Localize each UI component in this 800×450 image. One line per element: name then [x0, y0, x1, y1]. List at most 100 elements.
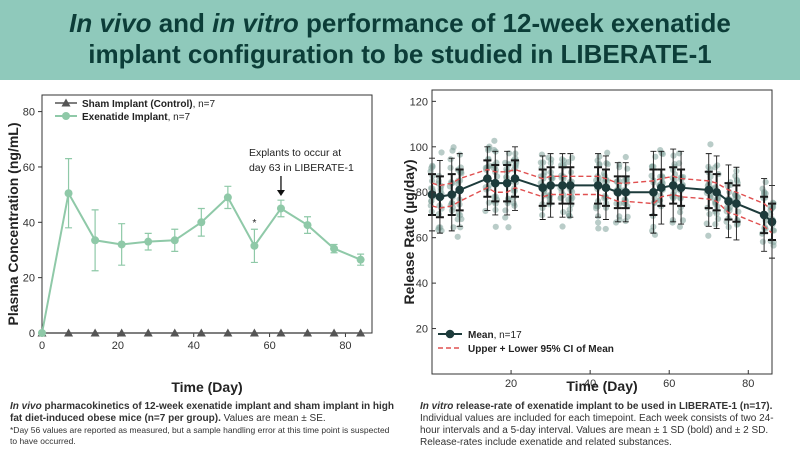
individual-point [492, 223, 499, 230]
individual-point [450, 224, 457, 231]
plot-frame [41, 94, 373, 334]
mean-point [601, 183, 611, 192]
mean-point [455, 185, 464, 195]
exenatide-point [330, 244, 339, 253]
exenatide-point [223, 193, 232, 202]
x-tick-label: 40 [188, 340, 200, 352]
ci-upper-line [431, 168, 773, 211]
legend-mean-label: Mean, n=17 [468, 330, 522, 341]
y-tick-label: 60 [416, 233, 428, 245]
mean-point [676, 183, 686, 192]
in-vivo-pk-chart: 0 20 40 60 80 0 20 40 60 80 Time (Day) Plasma Conce… [5, 94, 373, 395]
individual-point [602, 225, 609, 233]
title-in-vitro: in vitro [212, 8, 299, 38]
y-tick-label: 100 [410, 142, 428, 154]
mean-point [483, 174, 492, 183]
y-tick-label: 80 [23, 107, 35, 119]
mean-point [447, 190, 457, 199]
individual-point [651, 231, 659, 238]
exenatide-point [356, 255, 365, 264]
sham-point [64, 328, 74, 337]
mean-point [704, 185, 714, 195]
individual-point [712, 221, 719, 228]
annotation-explant-line1: Explants to occur at [249, 147, 341, 159]
individual-point [449, 147, 456, 154]
sham-point [303, 328, 313, 337]
individual-point [714, 215, 722, 223]
individual-point [458, 215, 465, 223]
title-banner: In vivo and in vitro performance of 12-w… [0, 0, 800, 80]
mean-point [759, 210, 769, 220]
caption-in-vivo-italic: In vivo [10, 401, 42, 412]
exenatide-point [276, 204, 285, 213]
individual-point [438, 149, 445, 156]
mean-point [435, 192, 445, 202]
x-tick-label: 40 [584, 378, 596, 390]
individual-point [502, 214, 509, 221]
legend-sham-marker [61, 98, 71, 107]
legend-exenatide-n: , n=7 [168, 112, 191, 123]
mean-point [593, 181, 603, 190]
sham-point [90, 328, 100, 337]
caption-in-vitro-bold: release-rate of exenatide implant to be … [453, 401, 773, 412]
exenatide-point [38, 329, 46, 337]
annotation-explant-line2: day 63 in LIBERATE-1 [249, 162, 354, 174]
y-tick-label: 0 [29, 328, 35, 340]
x-tick-label: 20 [112, 340, 124, 352]
individual-point [712, 164, 719, 171]
mean-point [621, 187, 631, 197]
x-tick-label: 80 [339, 340, 351, 352]
individual-point [566, 206, 573, 213]
legend-exenatide-name: Exenatide Implant [82, 112, 168, 123]
individual-point [676, 209, 684, 216]
individual-point [502, 207, 509, 214]
x-tick-label: 60 [263, 340, 275, 352]
caption-in-vivo-rest: Values are mean ± SE. [220, 413, 326, 424]
y-tick-label: 40 [23, 217, 35, 229]
individual-point [457, 224, 464, 231]
legend-sham-label: Sham Implant (Control), n=7 [82, 99, 216, 110]
in-vivo-caption-note: *Day 56 values are reported as measured,… [10, 425, 390, 446]
exenatide-point [250, 241, 259, 250]
mean-point [724, 197, 733, 206]
title-rest: performance of 12-week exenatide [298, 8, 731, 38]
caption-in-vivo-bold: pharmacokinetics of 12-week exenatide im… [10, 401, 394, 424]
individual-point [449, 204, 456, 211]
mean-point [613, 187, 623, 197]
individual-point [505, 224, 512, 231]
individual-point [707, 141, 714, 148]
y-tick-label: 20 [23, 273, 35, 285]
individual-point [595, 225, 602, 232]
legend-exenatide-marker [62, 112, 70, 120]
individual-point [762, 178, 769, 186]
mean-point [538, 183, 547, 192]
sham-point [117, 328, 127, 337]
y-tick-label: 120 [410, 96, 428, 108]
individual-point [657, 146, 664, 154]
annotation-asterisk: * [252, 217, 256, 229]
in-vitro-release-chart: 20 40 60 80 20 40 60 80 100 120 Time (Day) Release … [401, 89, 778, 394]
title-line-2: implant configuration to be studied in L… [88, 39, 712, 69]
y-tick-label: 20 [416, 324, 428, 336]
in-vivo-caption: In vivo pharmacokinetics of 12-week exen… [10, 401, 395, 446]
individual-point [616, 213, 623, 220]
x-axis-title: Time (Day) [171, 379, 242, 395]
x-axis-title: Time (Day) [566, 378, 637, 394]
caption-in-vitro-italic: In vitro [420, 401, 454, 412]
legend-sham-n: , n=7 [193, 99, 216, 110]
legend-mean-name: Mean [468, 330, 494, 341]
individual-point [540, 159, 547, 166]
individual-point [594, 219, 602, 226]
individual-point [559, 223, 566, 230]
individual-point [491, 137, 498, 144]
individual-point [733, 176, 741, 183]
annotation-arrow-head [276, 190, 285, 196]
legend-sham-name: Sham Implant (Control) [82, 99, 193, 110]
y-tick-label: 40 [416, 278, 428, 290]
exenatide-point [170, 236, 179, 245]
exenatide-point [117, 240, 126, 249]
individual-point [622, 153, 629, 161]
in-vitro-chart-panel: 20 40 60 80 20 40 60 80 100 120 Time (Day) Release … [400, 80, 800, 400]
exenatide-point [64, 189, 73, 198]
y-tick-label: 80 [416, 187, 428, 199]
